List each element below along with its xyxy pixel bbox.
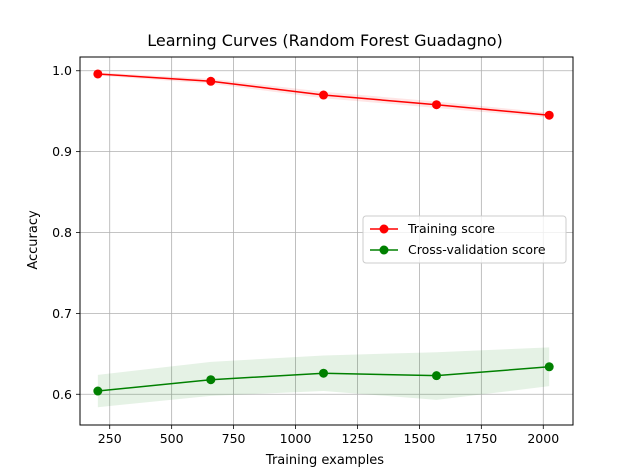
series-0-point xyxy=(431,100,441,110)
x-tick-label: 1000 xyxy=(280,431,312,446)
series-markers xyxy=(93,69,554,396)
legend: Training score Cross-validation score xyxy=(362,215,567,264)
series-0-point xyxy=(93,69,103,79)
x-tick-label: 250 xyxy=(98,431,122,446)
legend-training-label: Training score xyxy=(407,221,495,236)
series-1-point xyxy=(544,362,554,372)
x-tick-label: 1250 xyxy=(342,431,374,446)
series-1-point xyxy=(431,371,441,381)
y-tick-label: 1.0 xyxy=(52,63,72,78)
legend-training-marker xyxy=(379,224,389,234)
series-1-point xyxy=(93,386,103,396)
x-axis-ticks: 250 500 750 1000 1250 1500 1750 2000 xyxy=(98,425,559,446)
y-tick-label: 0.8 xyxy=(52,225,72,240)
y-tick-label: 0.9 xyxy=(52,144,72,159)
y-axis-ticks: 0.6 0.7 0.8 0.9 1.0 xyxy=(52,63,80,402)
x-axis-label: Training examples xyxy=(265,453,384,468)
x-tick-label: 500 xyxy=(160,431,184,446)
x-tick-label: 1750 xyxy=(465,431,497,446)
series-0-point xyxy=(206,76,216,86)
series-0-point xyxy=(319,90,329,100)
x-tick-label: 1500 xyxy=(403,431,435,446)
series-0-point xyxy=(544,110,554,120)
y-tick-label: 0.6 xyxy=(52,387,72,402)
x-tick-label: 2000 xyxy=(527,431,559,446)
y-tick-label: 0.7 xyxy=(52,306,72,321)
legend-box xyxy=(362,215,567,264)
chart-title: Learning Curves (Random Forest Guadagno) xyxy=(147,31,503,50)
legend-cv-label: Cross-validation score xyxy=(408,242,546,257)
x-tick-label: 750 xyxy=(222,431,246,446)
y-axis-label: Accuracy xyxy=(26,210,41,270)
series-1-point xyxy=(206,375,216,385)
series-1-point xyxy=(319,368,329,378)
plot-area-frame xyxy=(79,56,574,426)
legend-cv-marker xyxy=(379,245,389,255)
